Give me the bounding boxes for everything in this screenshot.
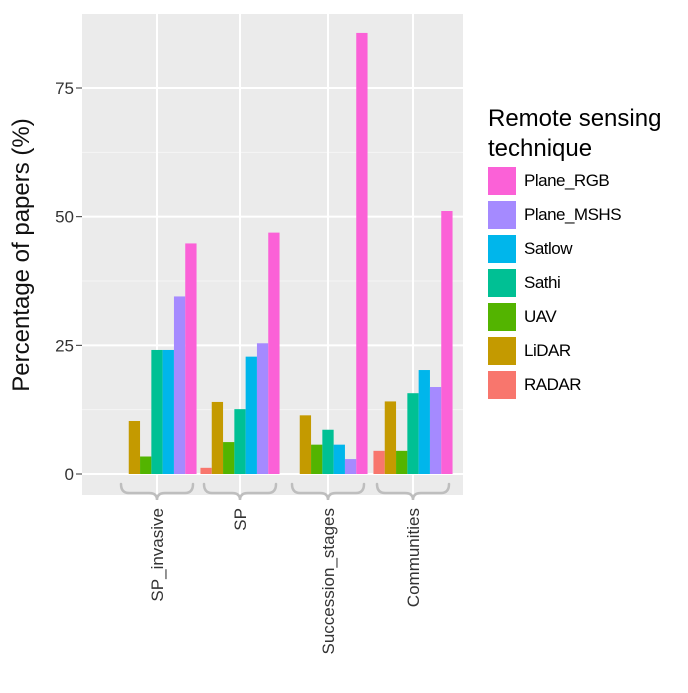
legend-item-Plane_MSHS: Plane_MSHS [488,198,688,232]
bar-Satlow-SP [245,356,257,474]
y-axis-ticks: 0 25 50 75 [55,79,82,484]
bar-RADAR-Communities [373,450,385,474]
bar-Satlow-SP_invasive [162,349,174,474]
bar-UAV-Communities [396,450,408,474]
bar-Satlow-Succession_stages [333,444,345,474]
bar-Sathi-Succession_stages [322,429,334,474]
legend-label: Plane_MSHS [524,205,622,224]
bar-RADAR-SP [200,467,212,474]
legend-label: UAV [524,307,557,326]
legend-item-Sathi: Sathi [488,266,688,300]
legend-key [488,337,516,365]
bar-UAV-SP [223,442,235,474]
bar-UAV-SP_invasive [140,456,152,474]
bar-LiDAR-Succession_stages [299,415,312,474]
bar-Plane_RGB-Succession_stages [356,32,368,475]
brace-SP_invasive [119,482,195,501]
category-braces [119,482,451,501]
bar-Sathi-Communities [407,393,419,474]
bar-Plane_RGB-SP_invasive [185,243,197,474]
bar-Sathi-SP_invasive [151,349,163,474]
legend-key [488,235,516,263]
x-axis-ticks: SP_invasive SP Succession_stages Communitie… [148,508,423,654]
legend-title-line-1: Remote sensing [488,105,662,132]
bar-Plane_MSHS-Succession_stages [344,459,357,474]
bar-Satlow-Communities [418,370,430,474]
bar-Sathi-SP [234,409,246,474]
legend-item-UAV: UAV [488,300,688,334]
legend-label: RADAR [524,375,582,394]
brace-Communities [375,482,451,501]
legend-title-line-2: technique [488,135,593,162]
bar-Plane_RGB-Communities [441,211,453,474]
bar-Plane_MSHS-SP_invasive [173,296,186,474]
bar-Plane_MSHS-Communities [429,387,442,474]
legend-title: Remote sensing technique [488,104,688,164]
legend-item-Satlow: Satlow [488,232,688,266]
legend-items: Plane_RGB Plane_MSHS Satlow Sathi UAV LiDAR RA… [488,164,688,402]
brace-Succession_stages [290,482,366,501]
bar-Plane_RGB-SP [268,232,280,474]
x-tick-label: Communities [404,508,423,607]
legend-label: Satlow [524,239,573,258]
bar-UAV-Succession_stages [311,444,323,474]
legend-key [488,371,516,399]
y-axis-label: Percentage of papers (%) [8,118,35,392]
legend-label: Sathi [524,273,561,292]
brace-SP [202,482,278,501]
legend-item-Plane_RGB: Plane_RGB [488,164,688,198]
bar-LiDAR-Communities [384,401,397,474]
legend-item-LiDAR: LiDAR [488,334,688,368]
legend-label: Plane_RGB [524,171,610,190]
y-tick-label: 75 [55,79,74,98]
legend-item-RADAR: RADAR [488,368,688,402]
y-tick-label: 25 [55,336,74,355]
bar-LiDAR-SP [211,401,224,474]
x-tick-label: SP [231,508,250,531]
x-tick-label: SP_invasive [148,508,167,602]
bars [128,32,453,475]
bar-LiDAR-SP_invasive [128,420,141,474]
legend-key [488,269,516,297]
legend: Remote sensing technique Plane_RGB Plane_… [488,104,688,402]
y-tick-label: 0 [65,465,74,484]
y-tick-label: 50 [55,208,74,227]
x-tick-label: Succession_stages [319,508,338,654]
legend-key [488,167,516,195]
legend-key [488,303,516,331]
legend-label: LiDAR [524,341,571,360]
legend-key [488,201,516,229]
bar-Plane_MSHS-SP [256,343,269,474]
